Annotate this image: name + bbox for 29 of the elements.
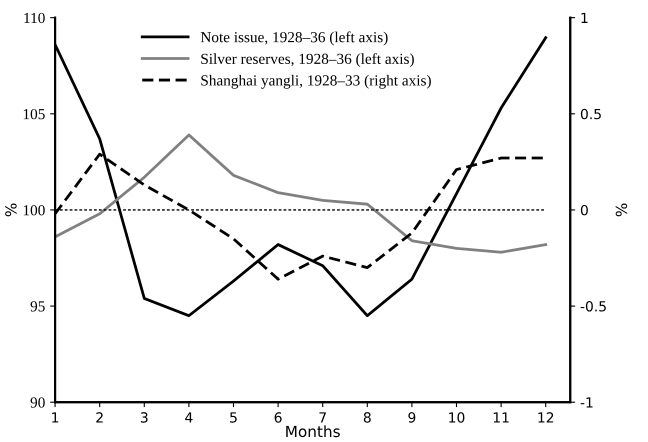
- x-axis-title: Months: [286, 425, 340, 438]
- x-tick-label: 9: [408, 412, 416, 423]
- legend-label: Shanghai yangli, 1928–33 (right axis): [201, 74, 431, 89]
- line-series: [55, 134, 548, 254]
- x-tick-label: 11: [494, 412, 509, 422]
- y2-axis-title: %: [616, 204, 628, 216]
- y-tick-label: 100: [24, 205, 45, 216]
- x-tick-label: 7: [319, 412, 326, 422]
- y2-tick-label: -0.5: [580, 301, 606, 312]
- y-tick-label: 90: [30, 397, 45, 408]
- x-tick-label: 10: [449, 412, 464, 423]
- y2-tick-label: 0.5: [580, 108, 601, 120]
- x-tick-label: 3: [140, 412, 148, 423]
- x-tick-label: 5: [230, 412, 237, 423]
- y-tick-label: 105: [24, 108, 45, 120]
- y2-tick-label: 0: [580, 204, 588, 216]
- legend-label: Note issue, 1928–36 (left axis): [200, 31, 388, 46]
- x-tick-label: 2: [96, 412, 103, 422]
- legend-label: Silver reserves, 1928–36 (left axis): [201, 53, 414, 68]
- x-tick-label: 6: [274, 412, 282, 423]
- x-tick-label: 12: [538, 412, 554, 422]
- x-tick-label: 4: [185, 412, 193, 422]
- y-tick-label: 110: [24, 12, 45, 24]
- y-tick-label: 95: [30, 301, 45, 312]
- y-axis-title: %: [5, 204, 17, 216]
- x-tick-label: 8: [364, 412, 371, 423]
- y2-tick-label: -1: [580, 397, 593, 408]
- x-tick-label: 1: [52, 412, 58, 422]
- y2-tick-label: 1: [581, 12, 588, 23]
